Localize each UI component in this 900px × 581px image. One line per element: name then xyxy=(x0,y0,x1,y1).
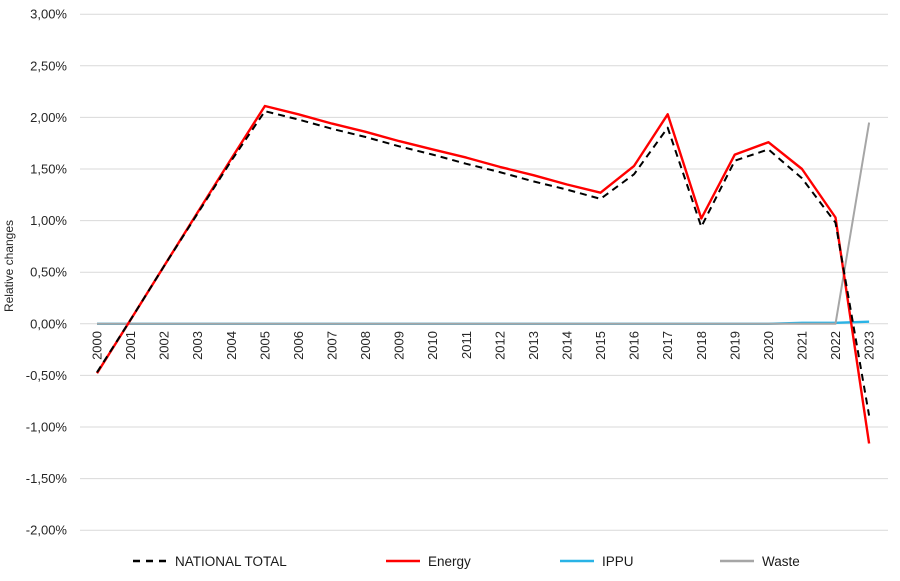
x-tick-label: 2021 xyxy=(794,331,809,360)
legend-item-waste: Waste xyxy=(720,548,800,574)
x-tick-label: 2023 xyxy=(862,331,877,360)
x-tick-label: 2005 xyxy=(257,331,272,360)
y-axis-title: Relative changes xyxy=(2,220,16,312)
ippu-line-swatch xyxy=(560,559,594,563)
x-tick-label: 2001 xyxy=(123,331,138,360)
x-tick-label: 2012 xyxy=(492,331,507,360)
x-tick-label: 2013 xyxy=(526,331,541,360)
y-tick-label: -0,50% xyxy=(26,368,68,383)
x-tick-label: 2022 xyxy=(828,331,843,360)
y-tick-label: 2,00% xyxy=(30,110,67,125)
legend-label-waste: Waste xyxy=(762,553,800,569)
legend-label-national-total: NATIONAL TOTAL xyxy=(175,553,287,569)
waste-line-swatch xyxy=(720,559,754,563)
legend-item-energy: Energy xyxy=(386,548,471,574)
y-tick-label: -1,50% xyxy=(26,471,68,486)
x-tick-label: 2016 xyxy=(627,331,642,360)
y-tick-label: 1,00% xyxy=(30,213,67,228)
energy-line-swatch xyxy=(386,559,420,563)
y-tick-label: -1,00% xyxy=(26,420,68,435)
legend-label-energy: Energy xyxy=(428,553,471,569)
x-tick-label: 2004 xyxy=(224,331,239,360)
x-tick-label: 2015 xyxy=(593,331,608,360)
y-tick-label: 0,50% xyxy=(30,265,67,280)
y-tick-label: 2,50% xyxy=(30,58,67,73)
x-tick-label: 2009 xyxy=(392,331,407,360)
line-chart: 3,00% 2,50% 2,00% 1,50% 1,00% 0,50% 0,00% -0,50… xyxy=(2,7,888,538)
series-line-national-total xyxy=(96,110,871,416)
y-tick-label: 0,00% xyxy=(30,316,67,331)
x-tick-label: 2008 xyxy=(358,331,373,360)
series-line-waste xyxy=(97,122,871,325)
x-tick-label: 2018 xyxy=(694,331,709,360)
x-tick-label: 2014 xyxy=(559,331,574,360)
legend-item-ippu: IPPU xyxy=(560,548,634,574)
national-total-line-swatch xyxy=(133,559,167,563)
x-tick-label: 2017 xyxy=(660,331,675,360)
x-tick-label: 2020 xyxy=(761,331,776,360)
y-tick-label: 3,00% xyxy=(30,7,67,22)
x-tick-label: 2003 xyxy=(190,331,205,360)
series-line-energy xyxy=(95,104,871,444)
legend-label-ippu: IPPU xyxy=(602,553,634,569)
y-tick-label: 1,50% xyxy=(30,162,67,177)
x-tick-label: 2011 xyxy=(459,331,474,359)
x-tick-label: 2019 xyxy=(727,331,742,360)
y-tick-label: -2,00% xyxy=(26,523,68,538)
x-tick-label: 2000 xyxy=(90,331,105,360)
x-tick-label: 2006 xyxy=(291,331,306,360)
x-tick-label: 2007 xyxy=(324,331,339,360)
x-tick-label: 2010 xyxy=(425,331,440,360)
legend: NATIONAL TOTAL Energy IPPU Waste xyxy=(0,548,900,576)
legend-item-national-total: NATIONAL TOTAL xyxy=(133,548,287,574)
x-tick-label: 2002 xyxy=(157,331,172,360)
